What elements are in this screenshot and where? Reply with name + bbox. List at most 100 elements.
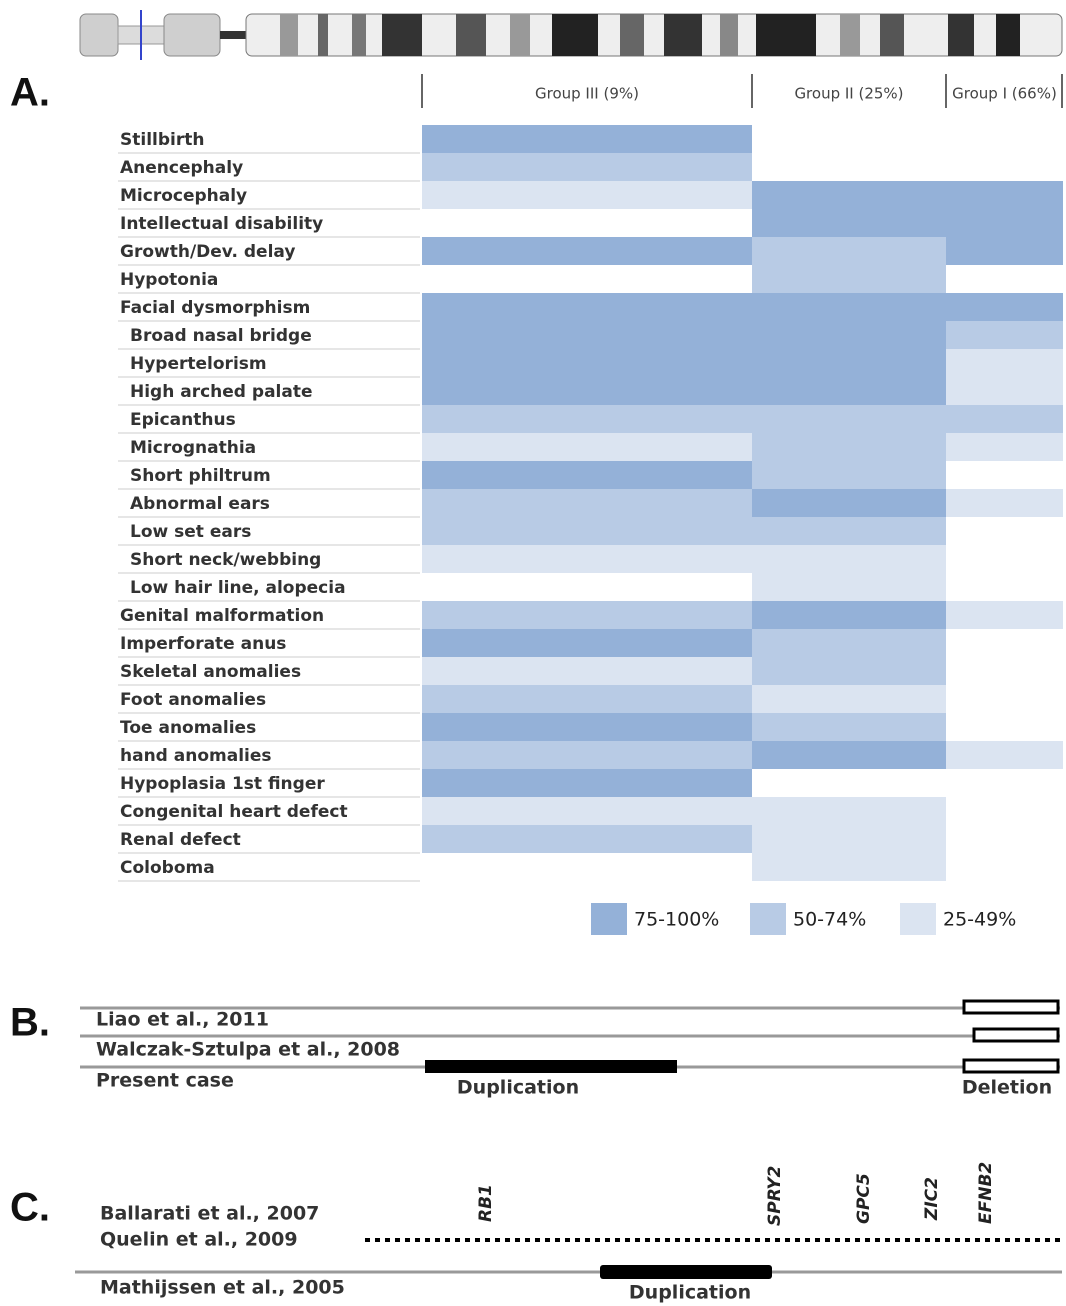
row-label: Low hair line, alopecia (130, 578, 346, 598)
heat-cell (422, 769, 752, 797)
heat-cell (752, 405, 946, 433)
row-label: Short philtrum (130, 466, 271, 486)
heat-cell (752, 181, 946, 209)
heat-cell (422, 657, 752, 685)
legend-label: 75-100% (634, 909, 719, 931)
duplication-bar (600, 1265, 772, 1279)
row-label: Facial dysmorphism (120, 298, 310, 318)
row-label: Growth/Dev. delay (120, 242, 295, 262)
heat-cell (422, 461, 752, 489)
legend-swatch (750, 903, 786, 935)
reference: Mathijssen et al., 2005 (100, 1277, 345, 1299)
row-label: Imperforate anus (120, 634, 286, 654)
gene-label: RB1 (476, 1184, 496, 1222)
reference: Ballarati et al., 2007 (100, 1203, 319, 1225)
panel-label: B. (10, 1001, 50, 1045)
heat-cell (422, 377, 752, 405)
heat-cell (946, 433, 1063, 461)
heat-cell (946, 321, 1063, 349)
row-label: Broad nasal bridge (130, 326, 312, 346)
duplication-bar (425, 1060, 677, 1073)
legend-swatch (591, 903, 627, 935)
heat-cell (752, 853, 946, 881)
heat-cell (752, 741, 946, 769)
row-label: Micrognathia (130, 438, 256, 458)
heat-cell (752, 349, 946, 377)
heat-cell (422, 125, 752, 153)
heat-cell (752, 237, 946, 265)
annotation: Duplication (457, 1077, 579, 1099)
heat-cell (752, 293, 946, 321)
row-label: Epicanthus (130, 410, 236, 430)
heat-cell (946, 237, 1063, 265)
heat-cell (422, 237, 752, 265)
legend-label: 25-49% (943, 909, 1016, 931)
heat-cell (752, 685, 946, 713)
row-label: Anencephaly (120, 158, 243, 178)
heat-cell (752, 433, 946, 461)
row-label: Hypertelorism (130, 354, 267, 374)
heat-cell (946, 741, 1063, 769)
heat-cell (752, 321, 946, 349)
annotation: Duplication (629, 1282, 751, 1304)
heat-cell (946, 489, 1063, 517)
gene-label: ZIC2 (922, 1177, 942, 1221)
heat-cell (752, 489, 946, 517)
heat-cell (422, 825, 752, 853)
panel-label: C. (10, 1186, 50, 1230)
heat-cell (946, 293, 1063, 321)
gene-label: SPRY2 (765, 1166, 785, 1226)
gene-label: EFNB2 (976, 1162, 996, 1224)
row-label: Toe anomalies (120, 718, 256, 738)
annotation: Deletion (962, 1077, 1052, 1099)
row-label: hand anomalies (120, 746, 272, 766)
heat-cell (422, 685, 752, 713)
row-label: Hypotonia (120, 270, 218, 290)
heat-cell (946, 601, 1063, 629)
heat-cell (752, 461, 946, 489)
heat-cell (752, 265, 946, 293)
gene-label: GPC5 (854, 1173, 874, 1224)
heat-cell (752, 629, 946, 657)
heat-cell (422, 601, 752, 629)
row-label: Short neck/webbing (130, 550, 321, 570)
ideogram (79, 10, 1063, 60)
heat-cell (422, 321, 752, 349)
heat-cell (752, 657, 946, 685)
heat-cell (422, 405, 752, 433)
row-label: Low set ears (130, 522, 251, 542)
heat-cell (752, 573, 946, 601)
row-label: Intellectual disability (120, 214, 323, 234)
reference: Liao et al., 2011 (96, 1009, 269, 1031)
row-label: Microcephaly (120, 186, 247, 206)
reference: Quelin et al., 2009 (100, 1229, 298, 1251)
heat-cell (946, 405, 1063, 433)
row-label: Congenital heart defect (120, 802, 348, 822)
legend-swatch (900, 903, 936, 935)
row-label: Stillbirth (120, 130, 204, 150)
heat-cell (422, 713, 752, 741)
heat-cell (422, 349, 752, 377)
legend-label: 50-74% (793, 909, 866, 931)
row-label: Hypoplasia 1st finger (120, 774, 325, 794)
row-label: Genital malformation (120, 606, 324, 626)
row-label: Foot anomalies (120, 690, 266, 710)
row-label: Abnormal ears (130, 494, 270, 514)
heat-cell (752, 517, 946, 545)
heat-cell (752, 209, 946, 237)
heat-cell (946, 349, 1063, 377)
heat-cell (422, 489, 752, 517)
heat-cell (422, 293, 752, 321)
row-label: High arched palate (130, 382, 313, 402)
heat-cell (422, 545, 752, 573)
heat-cell (422, 629, 752, 657)
heat-cell (422, 741, 752, 769)
group-header: Group III (9%) (535, 85, 639, 103)
heat-cell (422, 153, 752, 181)
heat-cell (752, 545, 946, 573)
row-label: Coloboma (120, 858, 215, 878)
deletion-box (962, 999, 1060, 1015)
heat-cell (422, 517, 752, 545)
heat-cell (422, 797, 752, 825)
heat-cell (752, 377, 946, 405)
